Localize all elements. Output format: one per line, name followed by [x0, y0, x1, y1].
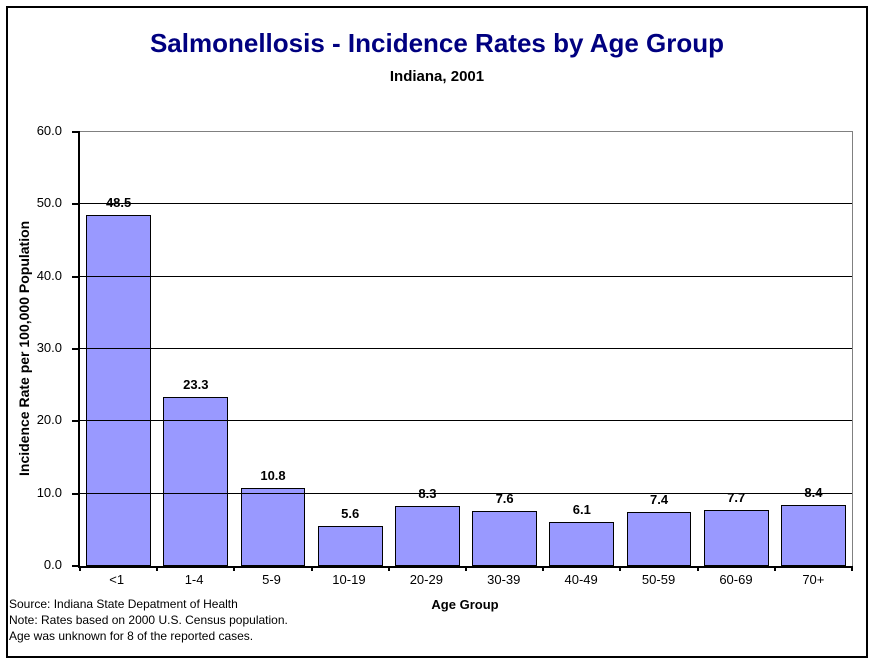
x-axis-tick [542, 566, 545, 571]
bar-group-10-19: 5.6 [312, 132, 389, 566]
x-axis-tick [773, 566, 776, 571]
bar [703, 510, 769, 566]
bar-value-label: 23.3 [183, 377, 209, 393]
gridline [80, 492, 852, 494]
x-axis-tick [156, 566, 159, 571]
bar [549, 521, 615, 566]
bar-value-label: 7.7 [727, 490, 746, 506]
y-axis-tick-label: 30.0 [36, 340, 62, 355]
bar-group-20-29: 8.3 [389, 132, 466, 566]
y-axis-tick-label: 60.0 [36, 123, 62, 138]
bar-value-label: 5.6 [341, 505, 360, 521]
bar-group-5-9: 10.8 [234, 132, 311, 566]
footnote-line: Note: Rates based on 2000 U.S. Census po… [9, 613, 288, 627]
bar-value-label: 6.1 [572, 501, 591, 517]
bar-group-50-59: 7.4 [620, 132, 697, 566]
bar [472, 511, 538, 566]
x-axis-tick [310, 566, 313, 571]
bar [626, 512, 692, 566]
x-axis-tick-label: 60-69 [719, 572, 753, 587]
y-axis-tick [72, 420, 80, 423]
footnotes: Source: Indiana State Depatment of Healt… [9, 596, 288, 644]
gridline [80, 275, 852, 277]
y-axis-tick [72, 203, 80, 206]
x-axis-tick [79, 566, 81, 571]
bar-value-label: 7.6 [495, 491, 514, 507]
x-axis-tick-label: 5-9 [262, 572, 281, 587]
x-axis-tick-label: 50-59 [641, 572, 676, 587]
x-axis-tick [696, 566, 699, 571]
y-axis-tick-labels: 0.0 10.0 20.0 30.0 40.0 50.0 60.0 [0, 124, 70, 572]
x-axis-tick [851, 566, 853, 571]
gridline [80, 420, 852, 422]
gridline [80, 203, 852, 205]
bar-group-<1: 48.5 [80, 132, 157, 566]
x-axis-tick-label: 30-39 [487, 572, 521, 587]
y-axis-tick-label: 10.0 [36, 484, 62, 500]
bar [163, 397, 229, 566]
bar [317, 525, 383, 566]
footnote-line: Age was unknown for 8 of the reported ca… [9, 629, 254, 643]
plot-area: 48.5 23.3 10.8 5.6 8.3 7.6 6.1 7.4 7.7 8.4 [72, 131, 853, 571]
x-axis-tick-labels: <1 1-4 5-9 10-19 20-29 30-39 40-49 50-59 60-69 70… [78, 572, 852, 587]
bar-value-label: 8.3 [418, 485, 437, 501]
bar-group-60-69: 7.7 [698, 132, 775, 566]
footnote-line: Source: Indiana State Depatment of Healt… [9, 597, 238, 611]
bar [240, 487, 306, 566]
bar-group-40-49: 6.1 [543, 132, 620, 566]
y-axis-tick [72, 565, 80, 567]
y-axis-tick [72, 131, 80, 133]
bar-group-30-39: 7.6 [466, 132, 543, 566]
x-axis-tick-label: 20-29 [409, 572, 443, 587]
bar-group-70+: 8.4 [775, 132, 852, 566]
chart-title: Salmonellosis - Incidence Rates by Age G… [149, 28, 725, 58]
bar [394, 505, 460, 566]
bar [86, 215, 152, 566]
x-axis-tick-label: 1-4 [184, 572, 204, 587]
x-axis-tick-label: 70+ [802, 572, 825, 587]
x-axis-tick [619, 566, 622, 571]
y-axis-tick [72, 275, 80, 278]
bar-group-1-4: 23.3 [157, 132, 234, 566]
gridline [80, 348, 852, 349]
x-axis-tick [233, 566, 236, 571]
y-axis-tick [72, 492, 80, 495]
x-axis-title: Age Group [431, 597, 499, 612]
x-axis-tick-label: 40-49 [564, 572, 598, 587]
y-axis-tick-label: 40.0 [36, 267, 62, 283]
chart-subtitle: Indiana, 2001 [389, 68, 485, 85]
bar [781, 505, 846, 566]
x-axis-tick-label: 10-19 [332, 572, 366, 587]
bar-value-label: 10.8 [260, 467, 286, 483]
bar-series: 48.5 23.3 10.8 5.6 8.3 7.6 6.1 7.4 7.7 8.4 [80, 132, 852, 566]
y-axis-tick [72, 348, 80, 350]
x-axis-tick [465, 566, 467, 571]
y-axis-tick-label: 0.0 [43, 557, 62, 572]
y-axis-tick-label: 20.0 [36, 412, 62, 428]
y-axis-tick-label: 50.0 [36, 195, 62, 211]
bar-value-label: 7.4 [649, 492, 669, 508]
x-axis-tick-label: <1 [109, 572, 125, 587]
bar-value-label: 48.5 [105, 195, 132, 211]
x-axis-tick [387, 566, 390, 571]
